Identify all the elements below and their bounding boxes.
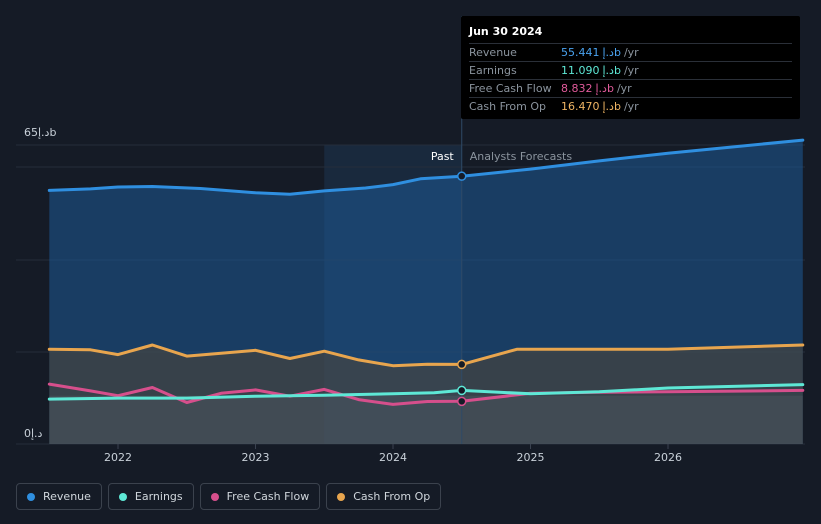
value-currency: د.إb <box>595 82 614 95</box>
tooltip-date: Jun 30 2024 <box>469 25 543 38</box>
legend-item-revenue[interactable]: Revenue <box>16 483 102 510</box>
forecast-label: Analysts Forecasts <box>470 150 573 163</box>
value-number: 11.090 <box>561 64 600 77</box>
tooltip-label: Earnings <box>469 64 517 77</box>
earnings-dot-icon <box>118 492 127 501</box>
legend-item-cash-from-op[interactable]: Cash From Op <box>326 483 442 510</box>
tooltip-value: 55.441 د.إb /yr <box>561 46 639 59</box>
cash-from-op-marker <box>457 359 467 370</box>
free-cash-flow-marker <box>457 396 467 407</box>
x-tick-label: 2025 <box>517 451 545 464</box>
legend-label: Free Cash Flow <box>226 490 310 503</box>
earnings-area <box>49 395 803 444</box>
tooltip-value: 11.090 د.إb /yr <box>561 64 639 77</box>
revenue-dot-icon <box>27 492 35 501</box>
revenue-line <box>47 138 805 196</box>
tooltip-row-revenue: Revenue 55.441 د.إb /yr <box>469 43 792 61</box>
value-unit: /yr <box>623 46 639 59</box>
cash-from-op-area <box>49 345 803 444</box>
earnings-marker <box>457 385 467 396</box>
value-unit: /yr <box>616 82 632 95</box>
legend: Revenue Earnings Free Cash Flow Cash Fro… <box>16 483 442 510</box>
x-tick-label: 2023 <box>242 451 270 464</box>
x-tick-label: 2022 <box>104 451 132 464</box>
x-tick-label: 2026 <box>654 451 682 464</box>
legend-label: Revenue <box>43 490 91 503</box>
cash-from-op-line <box>47 343 805 368</box>
revenue-marker <box>457 171 467 181</box>
tooltip-value: 16.470 د.إb /yr <box>561 100 639 113</box>
tooltip-label: Cash From Op <box>469 100 547 113</box>
value-number: 55.441 <box>561 46 600 59</box>
legend-item-free-cash-flow[interactable]: Free Cash Flow <box>199 483 321 510</box>
tooltip-row-free-cash-flow: Free Cash Flow 8.832 د.إb /yr <box>469 79 792 97</box>
value-number: 16.470 <box>561 100 600 113</box>
tooltip-value: 8.832 د.إb /yr <box>561 82 632 95</box>
value-number: 8.832 <box>561 82 593 95</box>
value-currency: د.إb <box>602 100 621 113</box>
x-tick-label: 2024 <box>379 451 407 464</box>
tooltip-row-earnings: Earnings 11.090 د.إb /yr <box>469 61 792 79</box>
legend-label: Cash From Op <box>353 490 431 503</box>
tooltip-label: Free Cash Flow <box>469 82 552 95</box>
tooltip: Jun 30 2024 Revenue 55.441 د.إb /yr Earni… <box>461 16 800 119</box>
cash-from-op-dot-icon <box>337 492 346 501</box>
value-currency: د.إb <box>602 64 621 77</box>
value-unit: /yr <box>623 64 639 77</box>
past-label: Past <box>431 150 455 163</box>
value-currency: د.إb <box>602 46 621 59</box>
legend-label: Earnings <box>134 490 183 503</box>
earnings-line <box>47 383 805 401</box>
legend-item-earnings[interactable]: Earnings <box>107 483 194 510</box>
y-tick-bottom: 0د.إ <box>24 427 43 440</box>
y-tick-top: 65د.إb <box>24 126 56 139</box>
tooltip-label: Revenue <box>469 46 517 59</box>
tooltip-row-cash-from-op: Cash From Op 16.470 د.إb /yr <box>469 97 792 115</box>
value-unit: /yr <box>623 100 639 113</box>
free-cash-flow-dot-icon <box>210 492 219 501</box>
